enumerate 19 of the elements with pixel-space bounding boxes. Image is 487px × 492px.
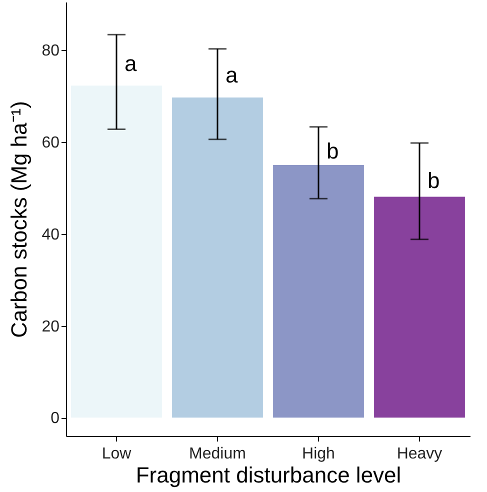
y-axis-title: Carbon stocks (Mg ha⁻¹) xyxy=(6,101,32,338)
annotation: b xyxy=(326,138,339,164)
bar xyxy=(374,196,465,418)
x-tick-label: Medium xyxy=(189,446,246,462)
bar xyxy=(71,86,162,418)
x-tick-label: High xyxy=(302,446,335,462)
x-axis-title: Fragment disturbance level xyxy=(136,462,402,488)
bar xyxy=(172,98,263,418)
x-tick-label: Low xyxy=(102,446,132,462)
annotation: a xyxy=(124,51,138,76)
annotation: a xyxy=(226,62,238,88)
y-tick-label: 60 xyxy=(42,134,60,152)
y-tick-label: 80 xyxy=(42,42,60,60)
y-tick-label: 40 xyxy=(42,226,60,244)
bar xyxy=(273,165,364,418)
annotation: b xyxy=(428,168,440,194)
y-tick-label: 0 xyxy=(50,410,60,428)
y-tick-label: 20 xyxy=(42,318,60,336)
x-tick-label: Heavy xyxy=(396,446,442,462)
